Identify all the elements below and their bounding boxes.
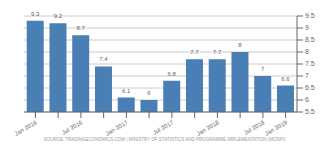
svg-text:Jul 2017: Jul 2017 bbox=[152, 119, 175, 136]
svg-text:Jul 2018: Jul 2018 bbox=[243, 119, 266, 136]
svg-text:9.2: 9.2 bbox=[54, 13, 63, 19]
svg-text:Jan 2019: Jan 2019 bbox=[264, 119, 289, 136]
svg-text:7.5: 7.5 bbox=[305, 60, 315, 67]
svg-text:6.6: 6.6 bbox=[281, 76, 290, 82]
svg-text:6.5: 6.5 bbox=[305, 84, 315, 91]
svg-text:7.7: 7.7 bbox=[213, 49, 222, 55]
svg-text:9.5: 9.5 bbox=[305, 12, 315, 19]
svg-text:6: 6 bbox=[147, 90, 151, 96]
svg-text:9: 9 bbox=[305, 24, 309, 31]
svg-text:6.1: 6.1 bbox=[122, 88, 131, 94]
svg-text:7.7: 7.7 bbox=[190, 49, 199, 55]
html-text:SOURCE: TRADINGECONOMICS.COM |: SOURCE: TRADINGECONOMICS.COM | MINISTRY … bbox=[43, 137, 286, 142]
svg-text:7: 7 bbox=[305, 72, 309, 79]
svg-text:Jul 2016: Jul 2016 bbox=[61, 119, 84, 136]
svg-text:7.4: 7.4 bbox=[99, 56, 108, 62]
svg-text:8: 8 bbox=[238, 42, 242, 48]
svg-text:5.5: 5.5 bbox=[305, 108, 315, 115]
svg-text:8.5: 8.5 bbox=[305, 36, 315, 43]
svg-text:9.3: 9.3 bbox=[31, 11, 40, 17]
svg-text:6.8: 6.8 bbox=[168, 71, 177, 77]
svg-text:6: 6 bbox=[305, 96, 309, 103]
svg-text:Jan 2017: Jan 2017 bbox=[105, 119, 130, 136]
svg-text:Jan 2016: Jan 2016 bbox=[14, 119, 39, 136]
svg-text:8: 8 bbox=[305, 48, 309, 55]
svg-text:7: 7 bbox=[261, 66, 265, 72]
svg-text:8.7: 8.7 bbox=[77, 25, 86, 31]
svg-text:Jan 2018: Jan 2018 bbox=[196, 119, 221, 136]
